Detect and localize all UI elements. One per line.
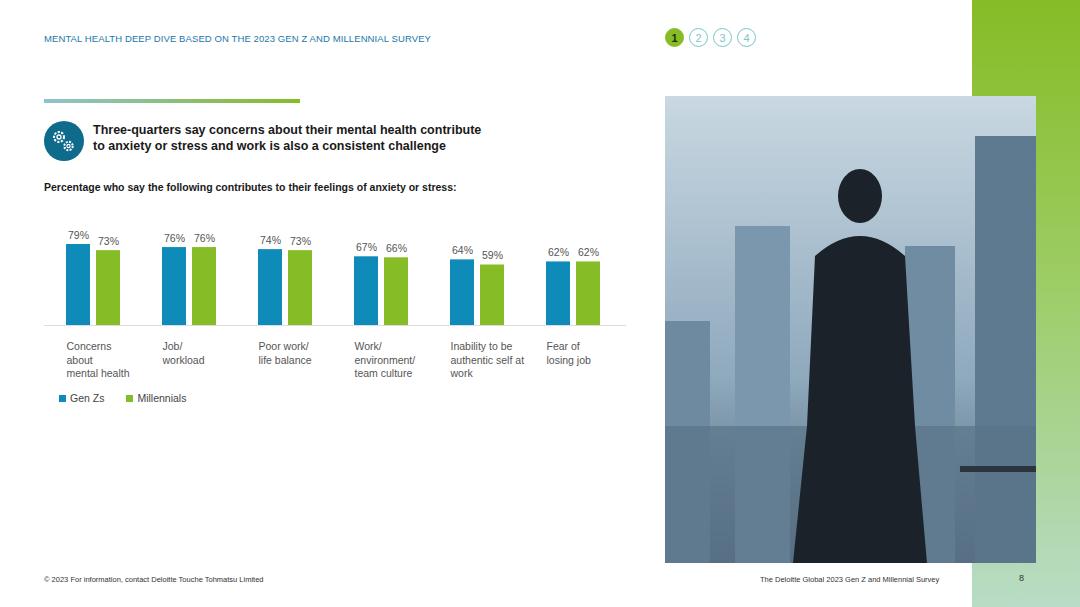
html-text:Millennials: Millennials xyxy=(137,392,187,404)
svg-text:76%: 76% xyxy=(194,232,215,244)
svg-text:64%: 64% xyxy=(452,244,473,256)
svg-text:Job/workload: Job/workload xyxy=(162,340,205,366)
svg-text:Poor work/life balance: Poor work/life balance xyxy=(259,340,312,366)
svg-text:62%: 62% xyxy=(578,246,599,258)
svg-text:Work/environment/team culture: Work/environment/team culture xyxy=(355,340,416,379)
svg-text:59%: 59% xyxy=(482,249,503,261)
html-text:MENTAL HEALTH DEEP DIVE BASED: MENTAL HEALTH DEEP DIVE BASED ON THE 202… xyxy=(44,33,431,44)
svg-text:62%: 62% xyxy=(548,246,569,258)
svg-text:Concernsaboutmental health: Concernsaboutmental health xyxy=(67,340,130,379)
svg-text:74%: 74% xyxy=(260,234,281,246)
html-text:8: 8 xyxy=(1019,573,1024,583)
html-text:1: 1 xyxy=(671,31,678,44)
svg-text:66%: 66% xyxy=(386,242,407,254)
svg-text:73%: 73% xyxy=(290,235,311,247)
html-text:3: 3 xyxy=(719,31,726,44)
html-text:Gen Zs: Gen Zs xyxy=(70,392,105,404)
html-text:4: 4 xyxy=(743,31,750,44)
html-text:© 2023 For information, contac: © 2023 For information, contact Deloitte… xyxy=(44,575,264,584)
svg-text:Fear oflosing job: Fear oflosing job xyxy=(547,340,592,366)
svg-text:76%: 76% xyxy=(164,232,185,244)
svg-text:Inability to beauthentic self: Inability to beauthentic self atwork xyxy=(450,340,525,379)
html-text:The Deloitte Global 2023 Gen Z: The Deloitte Global 2023 Gen Z and Mille… xyxy=(760,575,940,584)
svg-text:79%: 79% xyxy=(68,229,89,241)
html-text:Percentage who say the followi: Percentage who say the following contrib… xyxy=(44,181,457,193)
svg-text:67%: 67% xyxy=(356,241,377,253)
svg-text:73%: 73% xyxy=(98,235,119,247)
html-text:2: 2 xyxy=(695,31,702,44)
html-text:Three-quarters say concerns ab: Three-quarters say concerns about their … xyxy=(93,123,482,153)
